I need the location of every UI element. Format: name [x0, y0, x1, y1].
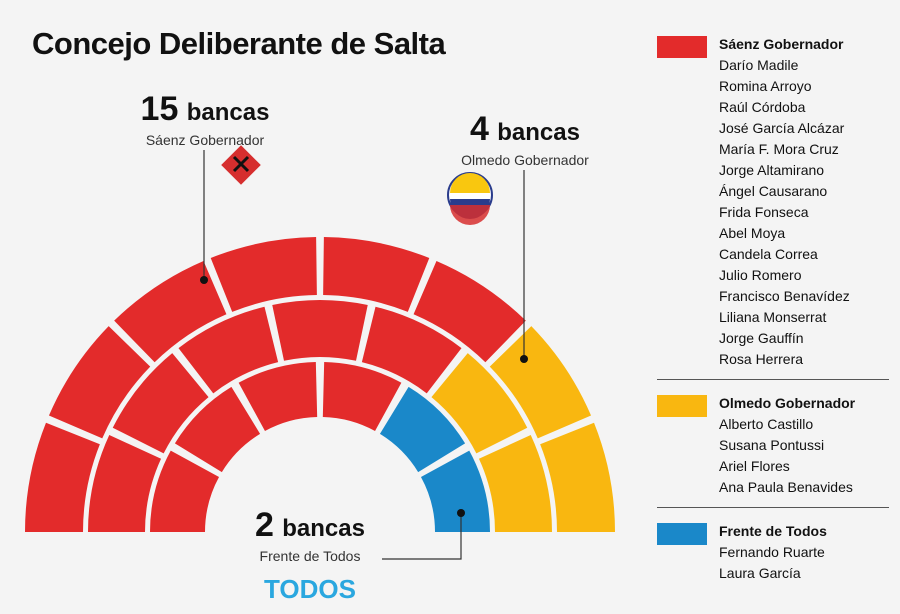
seat-saenz-7	[114, 260, 227, 363]
dot-saenz	[200, 276, 208, 284]
legend-member: José García Alcázar	[719, 120, 845, 136]
seat-olmedo-4	[540, 422, 615, 532]
seat-saenz-6	[174, 386, 261, 473]
legend-member: Liliana Monserrat	[719, 309, 827, 325]
saenz-logo-icon	[221, 145, 261, 185]
seat-saenz-1	[25, 422, 100, 532]
seat-todos-1	[379, 386, 466, 473]
callout-todos: 2 bancas Frente de Todos	[225, 508, 395, 564]
seat-olmedo-2	[478, 434, 552, 532]
callout-saenz-party: Sáenz Gobernador	[145, 132, 265, 148]
seat-saenz-3	[150, 450, 220, 532]
callout-todos-word: bancas	[282, 515, 365, 542]
callout-olmedo-number: 4	[470, 110, 489, 148]
seats-group	[25, 237, 615, 532]
callout-todos-party: Frente de Todos	[259, 548, 361, 564]
seat-saenz-10	[210, 237, 317, 312]
callout-olmedo: 4 bancas Olmedo Gobernador	[425, 112, 625, 168]
legend-separator	[657, 507, 889, 508]
page-title: Concejo Deliberante de Salta	[32, 26, 446, 61]
legend-member: Francisco Benavídez	[719, 288, 850, 304]
todos-logo: TODOS	[264, 574, 356, 604]
seat-saenz-13	[322, 362, 402, 432]
legend-swatch	[657, 395, 707, 417]
legend-separator	[657, 379, 889, 380]
legend-member: Ariel Flores	[719, 458, 790, 474]
legend-group: Olmedo Gobernador Alberto Castillo Susana …	[653, 389, 893, 498]
seat-saenz-2	[88, 434, 162, 532]
seat-saenz-4	[48, 326, 151, 439]
seat-saenz-14	[361, 306, 462, 394]
leader-todos	[382, 514, 462, 560]
hemicycle-chart	[25, 145, 615, 560]
legend-member: Jorge Gauffín	[719, 330, 804, 346]
callout-leaders	[203, 150, 525, 560]
olmedo-badge-icon	[447, 172, 493, 225]
legend-member: Susana Pontussi	[719, 437, 825, 453]
seat-saenz-8	[178, 306, 279, 394]
callout-dots	[200, 276, 528, 517]
legend-member: Fernando Ruarte	[719, 544, 825, 560]
seat-saenz-5	[112, 353, 209, 454]
callout-saenz-word: bancas	[186, 99, 270, 126]
legend-member: Ana Paula Benavides	[719, 479, 853, 495]
legend-group: Frente de Todos Fernando Ruarte Laura Garc…	[653, 517, 893, 584]
legend-member: Romina Arroyo	[719, 78, 812, 94]
dot-olmedo	[520, 355, 528, 363]
seat-olmedo-3	[489, 326, 592, 439]
callout-saenz-number: 15	[140, 90, 179, 128]
legend-member: Ángel Causarano	[719, 183, 828, 199]
legend-member: Raúl Córdoba	[719, 99, 806, 115]
legend-member: Rosa Herrera	[719, 351, 804, 367]
callout-saenz: 15 bancas Sáenz Gobernador	[110, 92, 300, 148]
legend-member: Darío Madile	[719, 57, 799, 73]
seat-saenz-9	[238, 362, 318, 432]
callout-olmedo-party: Olmedo Gobernador	[461, 152, 589, 168]
legend-swatch	[657, 36, 707, 58]
callout-olmedo-word: bancas	[497, 119, 580, 146]
legend-swatch	[657, 523, 707, 545]
legend-group-name: Olmedo Gobernador	[719, 395, 856, 411]
seat-saenz-11	[272, 299, 368, 361]
callout-todos-number: 2	[255, 506, 274, 544]
seat-olmedo-1	[431, 353, 528, 454]
seat-saenz-15	[413, 260, 526, 363]
legend-group: Sáenz Gobernador Darío Madile Romina Arroy…	[653, 30, 893, 370]
legend-group-name: Frente de Todos	[719, 523, 827, 539]
legend-member: Laura García	[719, 565, 801, 581]
legend-member: Frida Fonseca	[719, 204, 809, 220]
legend-member: Abel Moya	[719, 225, 786, 241]
legend-member: María F. Mora Cruz	[719, 141, 839, 157]
seat-todos-2	[420, 450, 490, 532]
legend-group-name: Sáenz Gobernador	[719, 36, 844, 52]
legend-member: Candela Correa	[719, 246, 818, 262]
dot-todos	[457, 509, 465, 517]
seat-saenz-12	[323, 237, 430, 312]
legend-member: Alberto Castillo	[719, 416, 814, 432]
legend-member: Julio Romero	[719, 267, 802, 283]
legend-member: Jorge Altamirano	[719, 162, 825, 178]
legend: Sáenz Gobernador Darío Madile Romina Arroy…	[653, 30, 893, 584]
